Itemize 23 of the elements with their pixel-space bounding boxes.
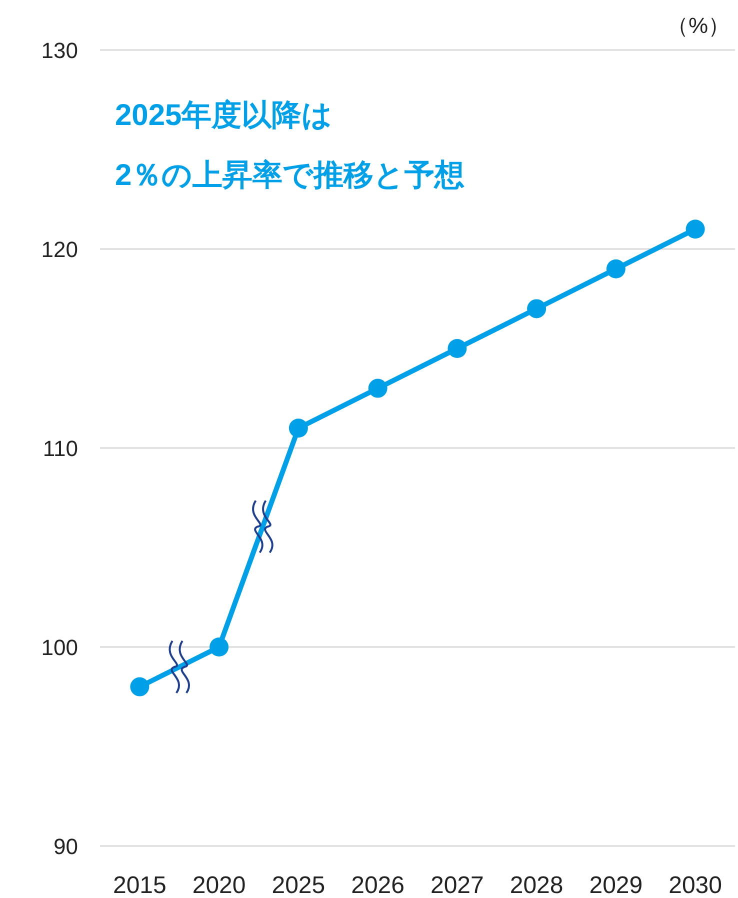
point — [448, 339, 467, 358]
point — [210, 638, 229, 656]
point — [130, 677, 150, 696]
x-tick-label: 2029 — [589, 872, 643, 898]
x-tick-label: 2028 — [510, 872, 564, 898]
y-tick-label: 100 — [41, 635, 78, 660]
point — [686, 220, 705, 239]
x-tick-label: 2015 — [112, 872, 166, 898]
y-tick-label: 130 — [41, 38, 78, 63]
point — [368, 378, 388, 398]
y-axis-title: （%） — [666, 13, 730, 38]
annotation: 2025年度以降は 2％の上昇率で推移と予想 — [115, 98, 465, 192]
x-tick-label: 2027 — [430, 872, 484, 898]
y-tick-label: 110 — [42, 436, 78, 461]
y-tick-label: 120 — [41, 237, 78, 262]
x-tick-label: 2025 — [272, 872, 326, 898]
point — [606, 259, 626, 278]
x-tick-label: 2030 — [668, 872, 722, 898]
point — [527, 299, 546, 318]
x-tick-label: 2020 — [192, 872, 246, 898]
y-tick-label: 90 — [54, 834, 78, 859]
x-tick-label: 2026 — [351, 872, 405, 898]
point — [288, 418, 308, 438]
